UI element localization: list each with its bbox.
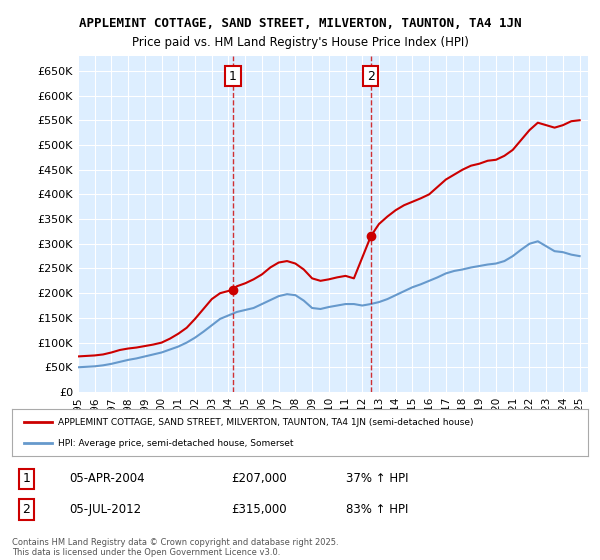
Text: £207,000: £207,000 xyxy=(231,472,287,486)
Text: 05-JUL-2012: 05-JUL-2012 xyxy=(70,503,142,516)
Text: 83% ↑ HPI: 83% ↑ HPI xyxy=(346,503,409,516)
Text: HPI: Average price, semi-detached house, Somerset: HPI: Average price, semi-detached house,… xyxy=(58,438,293,447)
Text: 2: 2 xyxy=(367,69,375,83)
Text: 2: 2 xyxy=(22,503,31,516)
Text: Contains HM Land Registry data © Crown copyright and database right 2025.
This d: Contains HM Land Registry data © Crown c… xyxy=(12,538,338,557)
Text: APPLEMINT COTTAGE, SAND STREET, MILVERTON, TAUNTON, TA4 1JN (semi-detached house: APPLEMINT COTTAGE, SAND STREET, MILVERTO… xyxy=(58,418,473,427)
Text: 1: 1 xyxy=(229,69,237,83)
Text: 37% ↑ HPI: 37% ↑ HPI xyxy=(346,472,409,486)
Text: 05-APR-2004: 05-APR-2004 xyxy=(70,472,145,486)
Text: Price paid vs. HM Land Registry's House Price Index (HPI): Price paid vs. HM Land Registry's House … xyxy=(131,36,469,49)
Text: 1: 1 xyxy=(22,472,31,486)
Text: £315,000: £315,000 xyxy=(231,503,287,516)
Text: APPLEMINT COTTAGE, SAND STREET, MILVERTON, TAUNTON, TA4 1JN: APPLEMINT COTTAGE, SAND STREET, MILVERTO… xyxy=(79,17,521,30)
